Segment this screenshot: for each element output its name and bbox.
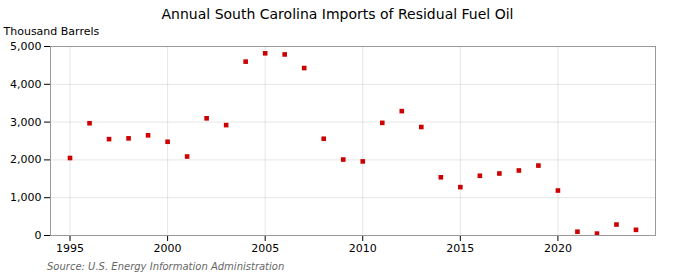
svg-text:2010: 2010 xyxy=(349,242,377,255)
svg-text:2015: 2015 xyxy=(446,242,474,255)
html-text:Annual South Carolina Imports: Annual South Carolina Imports of Residua… xyxy=(161,6,514,22)
svg-text:2020: 2020 xyxy=(544,242,572,255)
svg-text:0: 0 xyxy=(35,229,42,242)
svg-text:Thousand Barrels: Thousand Barrels xyxy=(3,25,100,38)
svg-text:5,000: 5,000 xyxy=(10,40,42,53)
svg-text:3,000: 3,000 xyxy=(10,116,42,129)
svg-text:4,000: 4,000 xyxy=(10,78,42,91)
svg-text:2,000: 2,000 xyxy=(10,153,42,166)
svg-text:1995: 1995 xyxy=(56,242,84,255)
svg-text:1,000: 1,000 xyxy=(10,191,42,204)
svg-text:2005: 2005 xyxy=(251,242,279,255)
svg-text:2000: 2000 xyxy=(154,242,182,255)
html-text:Source: U.S. Energy Informatio: Source: U.S. Energy Information Administ… xyxy=(47,261,285,272)
